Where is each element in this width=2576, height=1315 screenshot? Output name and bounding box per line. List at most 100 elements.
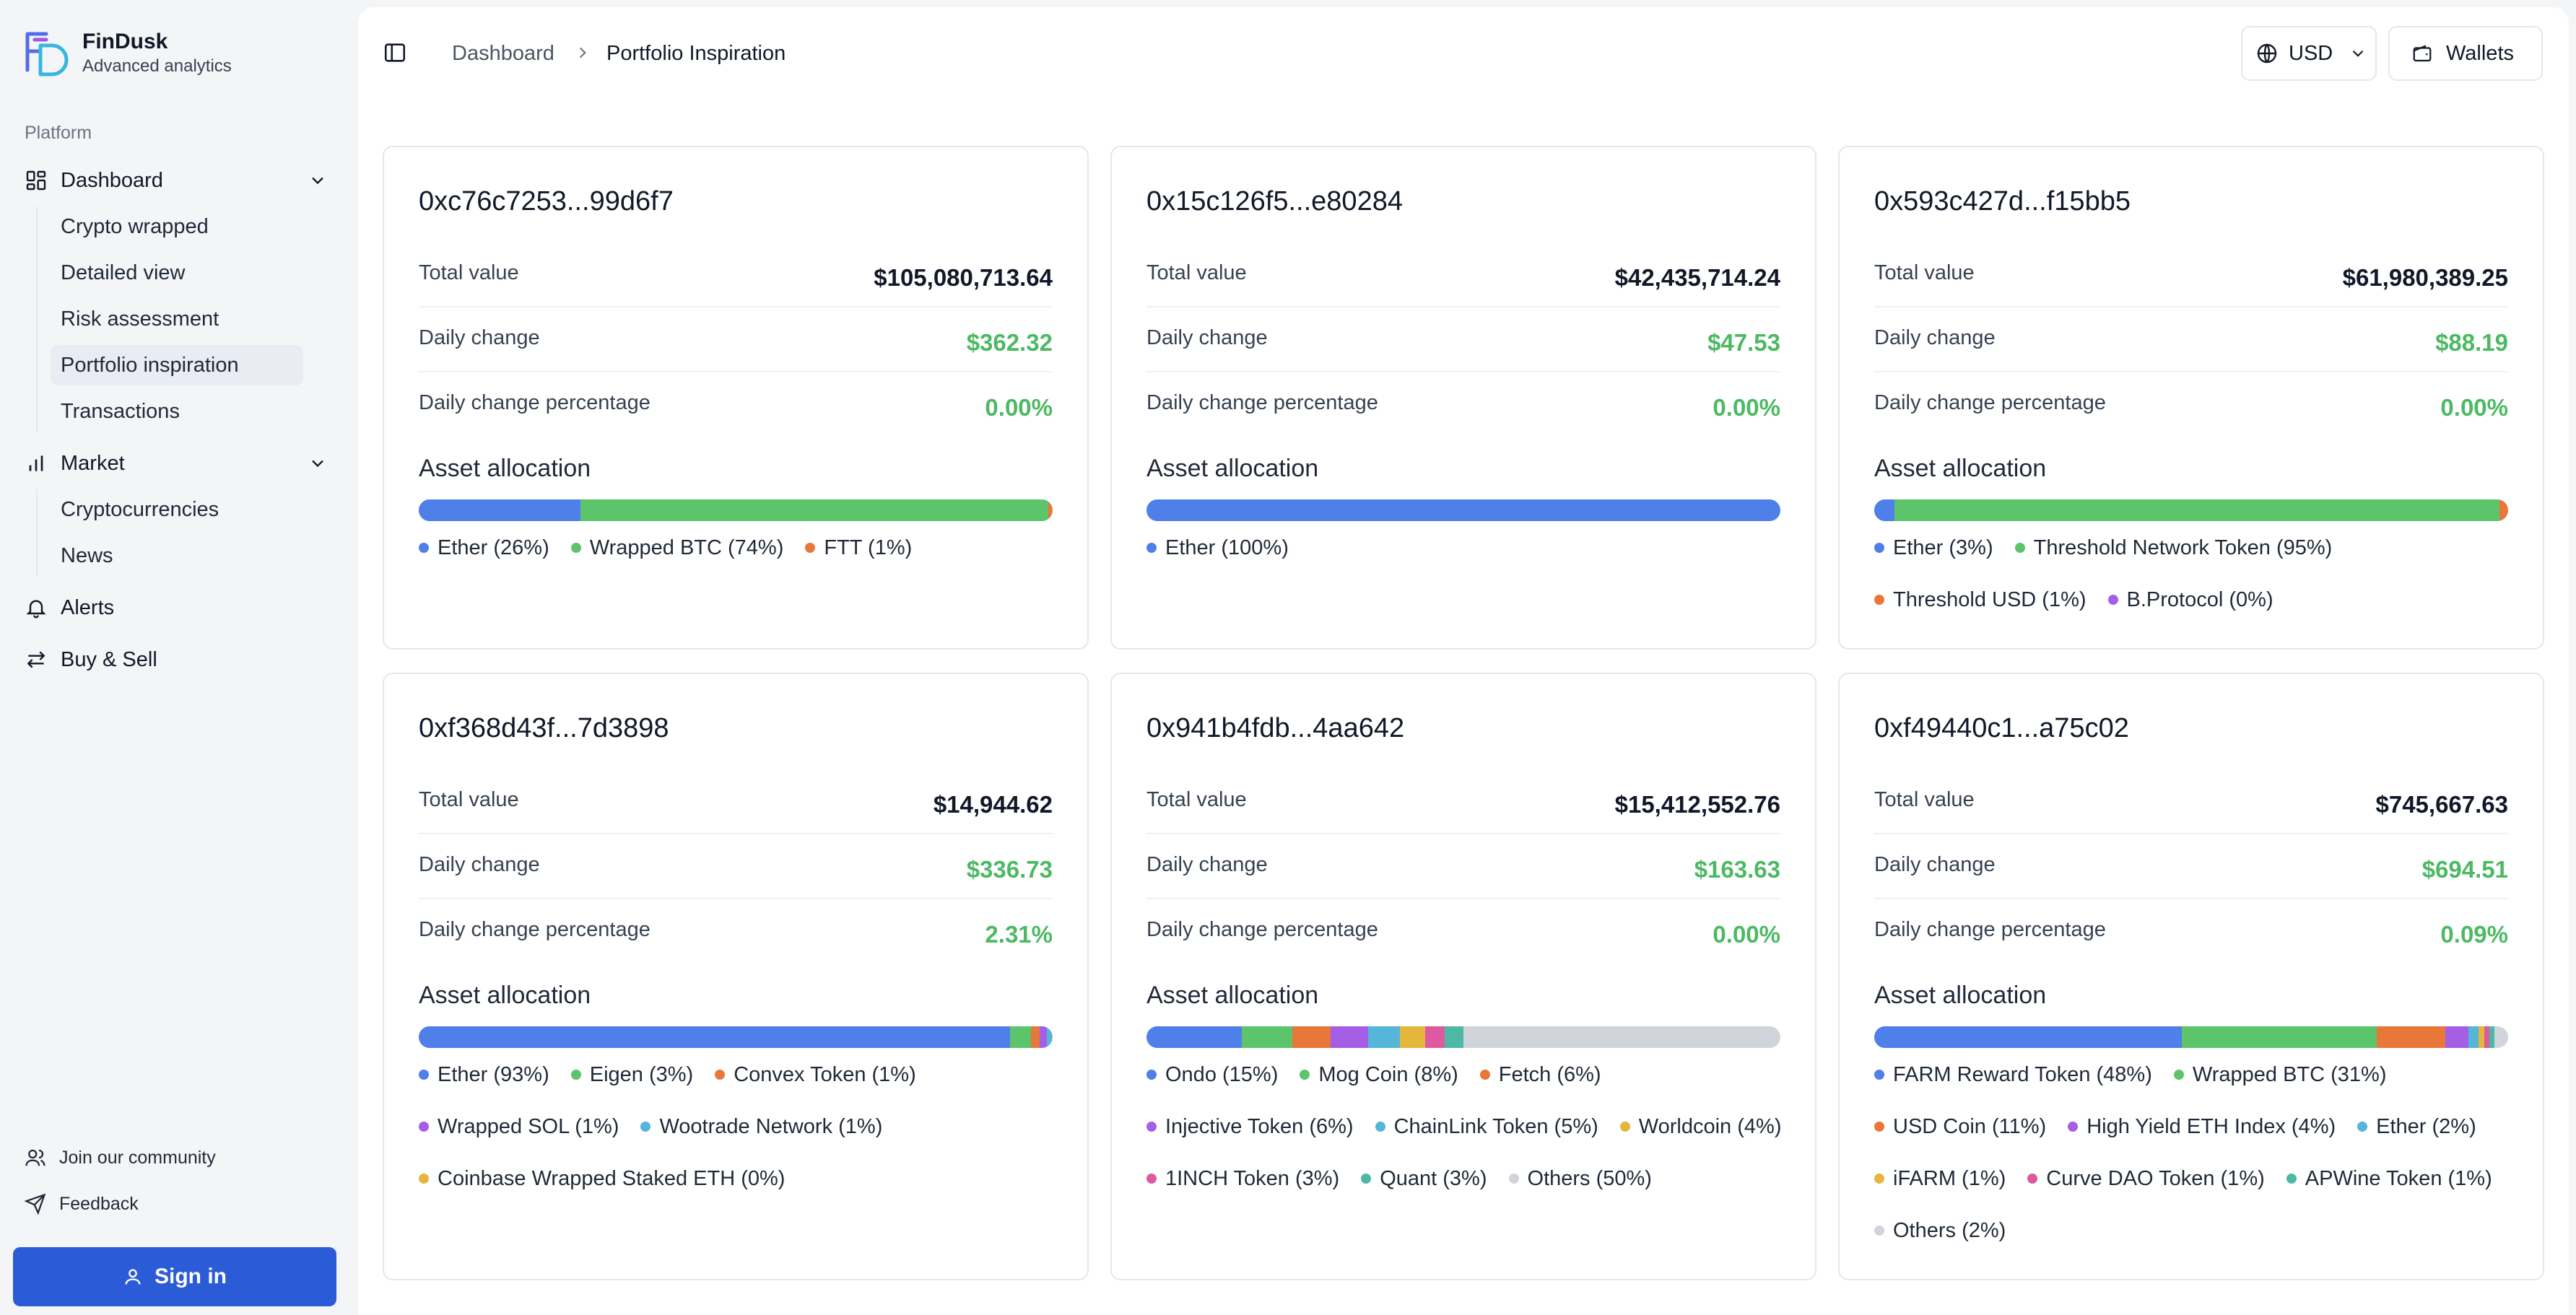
legend-label: Wootrade Network (1%) bbox=[659, 1115, 883, 1138]
sidebar-item-market[interactable]: Market bbox=[25, 443, 335, 484]
sidebar-item-buy-sell[interactable]: Buy & Sell bbox=[25, 639, 335, 680]
breadcrumb-dashboard[interactable]: Dashboard bbox=[452, 42, 554, 65]
legend-label: Mog Coin (8%) bbox=[1318, 1063, 1458, 1086]
bell-icon bbox=[26, 600, 46, 619]
daily-change-pct-value: 0.00% bbox=[985, 394, 1053, 421]
total-value-label: Total value bbox=[1146, 261, 1247, 284]
legend-label: B.Protocol (0%) bbox=[2126, 588, 2273, 611]
legend-item: Mog Coin (8%) bbox=[1300, 1062, 1458, 1087]
legend-item: Curve DAO Token (1%) bbox=[2027, 1166, 2265, 1191]
legend-item: Ether (2%) bbox=[2357, 1114, 2476, 1139]
legend-dot-icon bbox=[1479, 1070, 1490, 1080]
wallet-address: 0x593c427d...f15bb5 bbox=[1874, 186, 2131, 217]
sign-in-button[interactable]: Sign in bbox=[13, 1247, 336, 1306]
sidebar-item-transactions[interactable]: Transactions bbox=[61, 399, 180, 423]
allocation-segment bbox=[1241, 1026, 1292, 1048]
asset-allocation-title: Asset allocation bbox=[1874, 455, 2047, 482]
daily-change-pct-value: 0.00% bbox=[1713, 394, 1780, 421]
legend-dot-icon bbox=[2014, 543, 2025, 553]
wallet-address: 0x15c126f5...e80284 bbox=[1146, 186, 1403, 217]
sidebar-item-label: Market bbox=[61, 451, 125, 475]
daily-change-pct-row: Daily change percentage 0.00% bbox=[1146, 372, 1780, 437]
arrows-left-right-icon bbox=[27, 651, 45, 668]
sidebar-toggle-icon[interactable] bbox=[383, 40, 407, 65]
brand[interactable]: FinDusk Advanced analytics bbox=[25, 29, 232, 78]
total-value: $15,412,552.76 bbox=[1614, 791, 1780, 818]
sidebar-item-portfolio-inspiration[interactable]: Portfolio inspiration bbox=[51, 345, 303, 385]
allocation-legend: Ether (26%) Wrapped BTC (74%) FTT (1%) bbox=[419, 536, 1069, 560]
legend-item: Coinbase Wrapped Staked ETH (0%) bbox=[419, 1166, 785, 1191]
daily-change-row: Daily change $694.51 bbox=[1874, 834, 2508, 899]
allocation-segment bbox=[2489, 1026, 2494, 1048]
legend-label: Ether (93%) bbox=[438, 1063, 549, 1086]
legend-dot-icon bbox=[2173, 1070, 2184, 1080]
allocation-segment bbox=[1874, 499, 1895, 521]
sidebar-item-crypto-wrapped[interactable]: Crypto wrapped bbox=[61, 214, 209, 238]
daily-change-value: $163.63 bbox=[1694, 856, 1780, 883]
daily-change-label: Daily change bbox=[419, 326, 540, 349]
daily-change-pct-label: Daily change percentage bbox=[1874, 391, 2106, 414]
allocation-legend: Ether (3%) Threshold Network Token (95%) T… bbox=[1874, 536, 2524, 612]
daily-change-label: Daily change bbox=[1146, 326, 1268, 349]
wallets-button[interactable]: Wallets bbox=[2388, 26, 2543, 81]
daily-change-pct-label: Daily change percentage bbox=[419, 391, 650, 414]
sidebar-item-alerts[interactable]: Alerts bbox=[25, 587, 335, 628]
user-icon bbox=[125, 1269, 141, 1285]
daily-change-value: $336.73 bbox=[966, 856, 1053, 883]
allocation-bar bbox=[419, 1026, 1053, 1048]
portfolio-card-4[interactable]: 0xf368d43f...7d3898 Total value $14,944.… bbox=[383, 673, 1089, 1280]
daily-change-row: Daily change $47.53 bbox=[1146, 307, 1780, 372]
portfolio-card-6[interactable]: 0xf49440c1...a75c02 Total value $745,667… bbox=[1838, 673, 2544, 1280]
daily-change-pct-row: Daily change percentage 0.00% bbox=[1874, 372, 2508, 437]
chevron-right-icon bbox=[579, 47, 586, 58]
legend-item: 1INCH Token (3%) bbox=[1146, 1166, 1339, 1191]
sidebar-item-dashboard[interactable]: Dashboard bbox=[25, 160, 335, 201]
legend-item: B.Protocol (0%) bbox=[2107, 587, 2273, 612]
currency-select[interactable]: USD bbox=[2241, 26, 2377, 81]
brand-tagline: Advanced analytics bbox=[82, 56, 232, 76]
sign-in-label: Sign in bbox=[155, 1264, 227, 1288]
legend-label: Fetch (6%) bbox=[1498, 1063, 1601, 1086]
feedback-link[interactable]: Feedback bbox=[25, 1187, 139, 1221]
asset-allocation-title: Asset allocation bbox=[1146, 455, 1319, 482]
daily-change-row: Daily change $362.32 bbox=[419, 307, 1053, 372]
platform-section-label: Platform bbox=[25, 123, 92, 143]
allocation-segment bbox=[2181, 1026, 2377, 1048]
portfolio-card-2[interactable]: 0x15c126f5...e80284 Total value $42,435,… bbox=[1110, 146, 1816, 650]
join-community-link[interactable]: Join our community bbox=[25, 1140, 216, 1175]
daily-change-pct-row: Daily change percentage 2.31% bbox=[419, 899, 1053, 964]
sidebar-item-news[interactable]: News bbox=[61, 543, 113, 567]
legend-dot-icon bbox=[640, 1122, 651, 1132]
legend-dot-icon bbox=[419, 1122, 429, 1132]
chevron-down-icon[interactable] bbox=[308, 453, 328, 473]
legend-item: Ether (93%) bbox=[419, 1062, 549, 1087]
legend-label: Ether (3%) bbox=[1893, 536, 1993, 559]
allocation-segment bbox=[1874, 1026, 2182, 1048]
sidebar-item-risk-assessment[interactable]: Risk assessment bbox=[61, 307, 219, 331]
legend-dot-icon bbox=[570, 1070, 581, 1080]
allocation-segment bbox=[419, 1026, 1011, 1048]
legend-label: Worldcoin (4%) bbox=[1638, 1115, 1782, 1138]
chevron-down-icon[interactable] bbox=[308, 170, 328, 191]
legend-label: ChainLink Token (5%) bbox=[1393, 1115, 1598, 1138]
total-value: $14,944.62 bbox=[933, 791, 1053, 818]
portfolio-card-5[interactable]: 0x941b4fdb...4aa642 Total value $15,412,… bbox=[1110, 673, 1816, 1280]
legend-dot-icon bbox=[1508, 1174, 1519, 1184]
sidebar: FinDusk Advanced analytics Platform Dash… bbox=[0, 0, 358, 1315]
allocation-segment bbox=[1894, 499, 2499, 521]
total-value: $105,080,713.64 bbox=[874, 264, 1053, 291]
sidebar-item-label: Buy & Sell bbox=[61, 647, 157, 671]
sidebar-item-cryptocurrencies[interactable]: Cryptocurrencies bbox=[61, 497, 219, 521]
asset-allocation-title: Asset allocation bbox=[1146, 982, 1319, 1009]
portfolio-card-3[interactable]: 0x593c427d...f15bb5 Total value $61,980,… bbox=[1838, 146, 2544, 650]
daily-change-row: Daily change $163.63 bbox=[1146, 834, 1780, 899]
sidebar-item-label: Alerts bbox=[61, 595, 115, 619]
legend-label: Coinbase Wrapped Staked ETH (0%) bbox=[438, 1167, 786, 1190]
portfolio-card-1[interactable]: 0xc76c7253...99d6f7 Total value $105,080… bbox=[383, 146, 1089, 650]
legend-label: Ether (2%) bbox=[2376, 1115, 2476, 1138]
legend-dot-icon bbox=[2068, 1122, 2079, 1132]
allocation-segment bbox=[1400, 1026, 1426, 1048]
sidebar-item-detailed-view[interactable]: Detailed view bbox=[61, 261, 186, 284]
legend-item: Ondo (15%) bbox=[1146, 1062, 1278, 1087]
